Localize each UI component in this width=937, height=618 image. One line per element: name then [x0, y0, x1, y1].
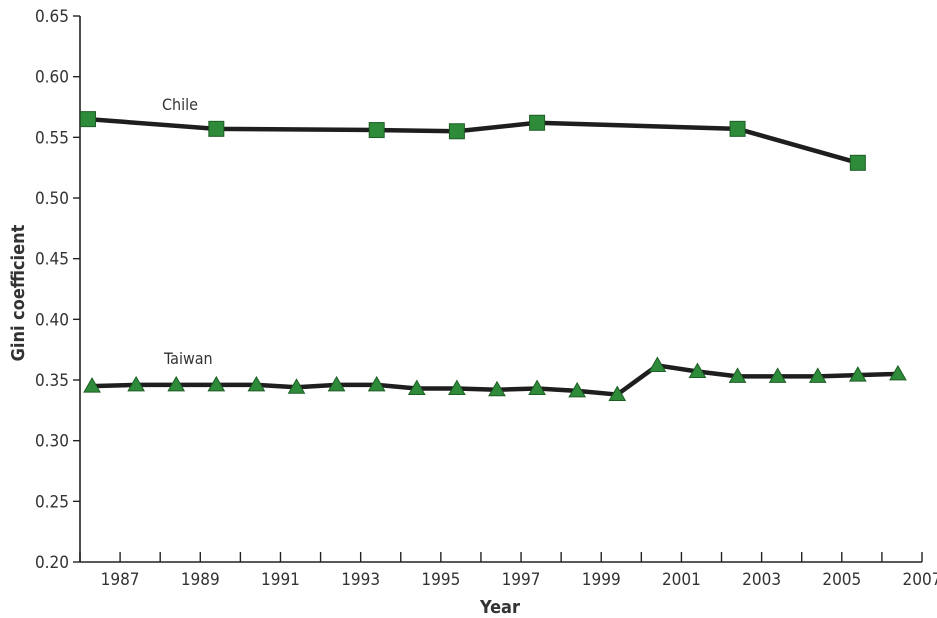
x-tick-label: 1987 [101, 570, 140, 590]
data-point-taiwan [127, 375, 145, 392]
series-chile [80, 111, 866, 171]
data-point-taiwan [568, 381, 587, 398]
data-point-taiwan [367, 375, 386, 392]
y-tick-label: 0.55 [35, 128, 69, 148]
data-point-chile [849, 154, 866, 171]
data-point-taiwan [167, 375, 186, 392]
data-point-chile [729, 120, 746, 137]
data-point-taiwan [448, 379, 466, 395]
x-tick-label: 1991 [261, 570, 300, 590]
data-point-chile [529, 114, 546, 131]
data-point-chile [208, 120, 225, 137]
data-point-taiwan [889, 364, 907, 381]
data-point-taiwan [287, 378, 306, 394]
y-axis-title: Gini coefficient [8, 224, 29, 361]
data-point-taiwan [407, 379, 426, 395]
x-tick-label: 1999 [582, 570, 621, 590]
data-point-taiwan [247, 375, 266, 392]
series-layer [80, 111, 907, 402]
data-point-taiwan [768, 367, 787, 383]
data-point-taiwan [808, 367, 827, 383]
x-tick-label: 1997 [502, 570, 541, 590]
x-tick-label: 2001 [662, 570, 701, 590]
x-tick-label: 2003 [742, 570, 781, 590]
y-tick-label: 0.65 [35, 7, 69, 27]
x-axis-title: Year [479, 597, 520, 618]
data-point-taiwan [728, 367, 747, 383]
y-ticks: 0.20 0.25 0.30 0.35 0.40 0.45 0.50 0.55 0.60 0.65 [35, 7, 80, 573]
y-tick-label: 0.50 [35, 189, 69, 209]
y-tick-label: 0.40 [35, 310, 69, 330]
data-point-taiwan [207, 375, 226, 392]
data-point-taiwan [83, 377, 101, 393]
y-tick-label: 0.35 [35, 371, 69, 391]
data-point-taiwan [848, 366, 867, 382]
chart-axes [79, 16, 922, 563]
x-tick-label: 1989 [181, 570, 220, 590]
data-point-taiwan [528, 379, 546, 395]
y-tick-label: 0.25 [35, 492, 69, 512]
x-tick-label: 1995 [421, 570, 460, 590]
y-tick-label: 0.60 [35, 68, 69, 88]
data-point-taiwan [648, 356, 667, 372]
series-label-taiwan: Taiwan [163, 349, 213, 368]
data-point-chile [448, 123, 465, 140]
data-point-taiwan [327, 375, 346, 392]
series-taiwan [83, 356, 907, 402]
data-point-taiwan [688, 362, 707, 379]
y-tick-label: 0.30 [35, 432, 69, 452]
y-tick-label: 0.20 [35, 553, 69, 573]
x-ticks: 1987 1989 1991 1993 1995 1997 1999 2001 2003 2005… [79, 552, 937, 590]
data-point-chile [80, 111, 97, 128]
x-tick-label: 1993 [341, 570, 380, 590]
x-tick-label: 2007 [903, 570, 937, 590]
data-point-taiwan [608, 385, 627, 402]
y-tick-label: 0.45 [35, 250, 69, 270]
series-label-chile: Chile [162, 95, 198, 114]
data-point-taiwan [488, 380, 506, 397]
data-point-chile [368, 122, 385, 139]
x-tick-label: 2005 [822, 570, 861, 590]
